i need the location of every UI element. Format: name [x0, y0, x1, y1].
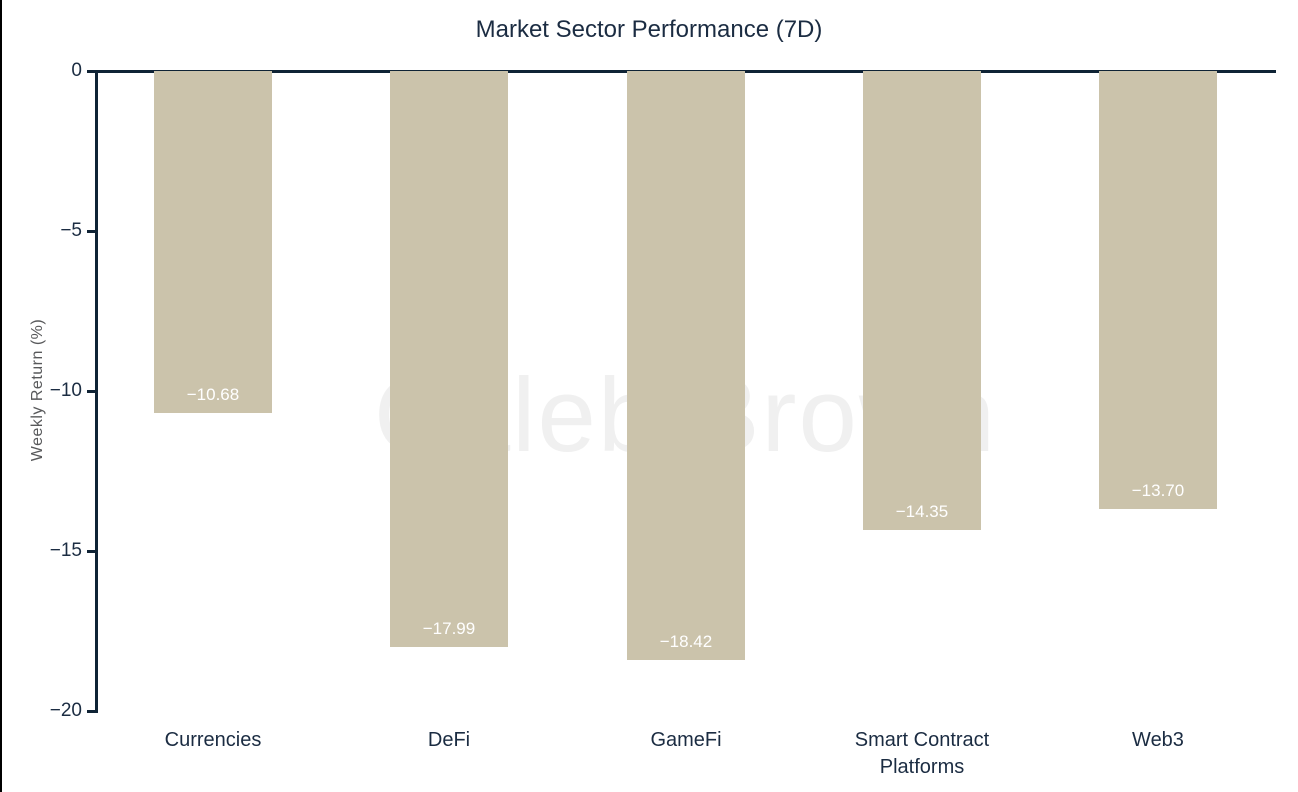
x-tick-label: Web3	[1132, 729, 1184, 751]
bar-value-label: −18.42	[659, 632, 713, 651]
y-tick-mark	[87, 390, 96, 393]
x-tick-label: Smart Contract Platforms	[854, 729, 990, 778]
x-tick-label: DeFi	[427, 729, 471, 751]
chart-title: Market Sector Performance (7D)	[475, 16, 823, 43]
y-tick-mark	[87, 70, 96, 73]
window-left-border	[0, 0, 2, 792]
y-tick-label: −5	[60, 220, 82, 241]
y-tick-label: −10	[49, 380, 82, 401]
y-tick-mark	[87, 230, 96, 233]
bar-value-label: −13.70	[1131, 481, 1185, 500]
bar: −13.70	[1099, 71, 1217, 509]
bar: −10.68	[154, 71, 272, 413]
bar: −17.99	[390, 71, 508, 647]
y-tick-label: −20	[49, 700, 82, 721]
x-tick-label: GameFi	[650, 729, 722, 751]
bar-value-label: −10.68	[186, 385, 240, 404]
y-tick-mark	[87, 550, 96, 553]
bar-value-label: −14.35	[895, 502, 949, 521]
y-tick-mark	[87, 710, 96, 713]
bar: −18.42	[627, 71, 745, 660]
bar: −14.35	[863, 71, 981, 530]
bar-value-label: −17.99	[422, 619, 476, 638]
x-tick-label: Currencies	[164, 729, 262, 751]
y-tick-label: −15	[49, 540, 82, 561]
y-tick-label: 0	[71, 60, 82, 81]
y-axis-line	[95, 70, 98, 713]
